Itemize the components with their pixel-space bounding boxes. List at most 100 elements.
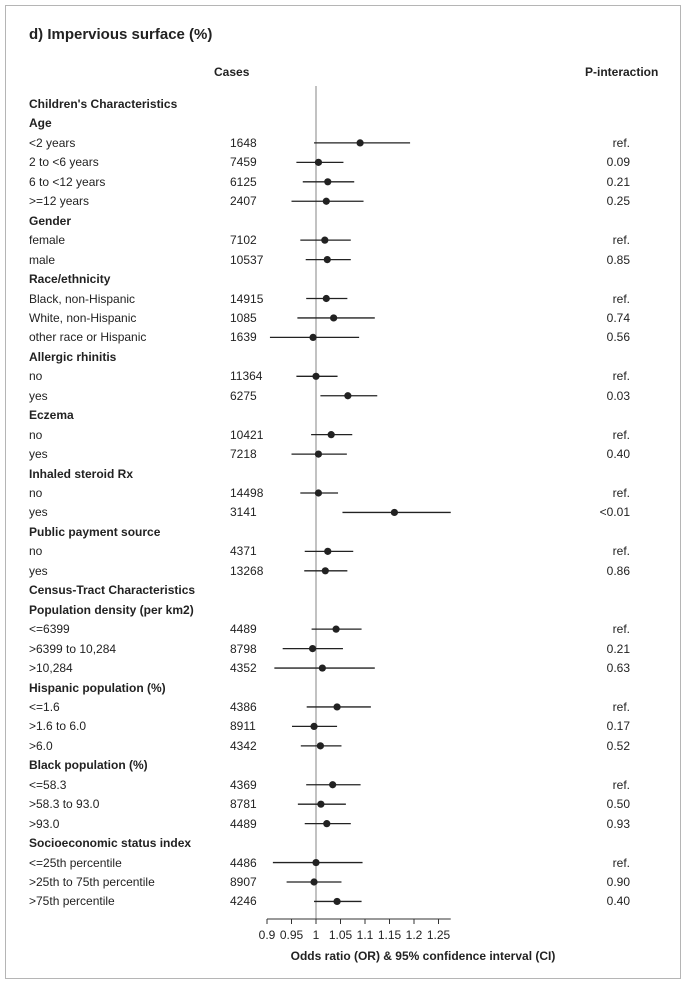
p-interaction-value: ref.	[612, 777, 630, 792]
or-point	[314, 158, 323, 166]
or-point	[312, 372, 320, 380]
or-point	[321, 236, 329, 244]
row-label: yes	[29, 563, 48, 578]
group-header: Population density (per km2)	[29, 602, 194, 617]
row-label: <2 years	[29, 135, 76, 150]
group-header: Age	[29, 116, 52, 131]
cases-value: 2407	[230, 194, 257, 209]
figure-frame	[5, 5, 681, 979]
or-point	[356, 139, 364, 147]
row-label: 6 to <12 years	[29, 174, 106, 189]
p-interaction-value: ref.	[612, 233, 630, 248]
row-label: <=1.6	[29, 699, 60, 714]
or-point	[323, 256, 331, 264]
row-label: >25th to 75th percentile	[29, 875, 155, 889]
p-interaction-value: 0.90	[606, 875, 630, 889]
or-point	[321, 567, 329, 575]
p-interaction-value: 0.56	[606, 330, 630, 345]
cases-value: 10421	[230, 427, 264, 442]
or-point	[322, 294, 330, 303]
row-label: White, non-Hispanic	[29, 310, 137, 325]
or-point	[324, 547, 332, 555]
or-point	[330, 314, 338, 322]
row-label: no	[29, 544, 43, 559]
row-label: yes	[29, 388, 48, 403]
group-header: Gender	[29, 213, 72, 228]
x-tick-label: 1.1	[357, 928, 374, 942]
group-header: Children's Characteristics	[29, 97, 178, 111]
chart-title: d) Impervious surface (%)	[29, 26, 213, 43]
cases-value: 1648	[230, 135, 257, 150]
row-label: >75th percentile	[29, 894, 115, 909]
cases-value: 7102	[230, 233, 257, 248]
p-interaction-value: ref.	[612, 135, 630, 150]
p-interaction-value: 0.40	[606, 894, 630, 909]
or-point	[316, 742, 325, 750]
x-tick-label: 1.2	[406, 928, 423, 942]
p-interaction-value: ref.	[612, 855, 630, 870]
cases-value: 10537	[230, 252, 264, 267]
or-point	[314, 450, 323, 458]
p-interaction-value: ref.	[612, 544, 630, 559]
p-interaction-value: 0.40	[606, 447, 630, 462]
row-label: 2 to <6 years	[29, 155, 99, 170]
x-axis-label: Odds ratio (OR) & 95% confidence interva…	[290, 949, 556, 963]
row-label: yes	[29, 447, 48, 462]
or-point	[333, 897, 341, 906]
row-label: no	[29, 427, 43, 442]
cases-value: 4489	[230, 622, 257, 637]
row-label: >=12 years	[29, 194, 90, 209]
row-label: >58.3 to 93.0	[29, 797, 100, 812]
p-interaction-value: ref.	[612, 486, 630, 500]
row-label: >1.6 to 6.0	[29, 719, 87, 734]
cases-value: 14498	[230, 486, 264, 500]
x-tick-label: 0.95	[280, 928, 304, 942]
or-point	[344, 392, 352, 400]
or-point	[322, 197, 330, 205]
row-label: no	[29, 369, 43, 384]
p-interaction-value: 0.74	[606, 310, 630, 325]
cases-value: 11364	[230, 369, 263, 384]
cases-value: 4486	[230, 855, 257, 870]
or-point	[310, 878, 318, 886]
or-point	[308, 645, 317, 653]
group-header: Race/ethnicity	[29, 272, 111, 287]
cases-value: 8911	[230, 719, 256, 734]
cases-value: 4371	[230, 544, 257, 559]
row-label: >6.0	[29, 738, 53, 753]
or-point	[323, 820, 331, 828]
or-point	[309, 333, 317, 341]
group-header: Public payment source	[29, 524, 161, 539]
row-label: <=58.3	[29, 777, 67, 792]
p-interaction-value: 0.25	[606, 194, 630, 209]
or-point	[324, 178, 332, 186]
cases-value: 6275	[230, 388, 257, 403]
p-interaction-column-header: P-interaction	[585, 65, 659, 79]
row-label: male	[29, 252, 56, 267]
cases-column-header: Cases	[214, 65, 250, 79]
row-label: no	[29, 486, 43, 500]
cases-value: 4386	[230, 699, 257, 714]
group-header: Allergic rhinitis	[29, 349, 117, 364]
p-interaction-value: 0.86	[606, 563, 630, 578]
cases-value: 6125	[230, 174, 257, 189]
group-header: Black population (%)	[29, 758, 148, 773]
p-interaction-value: 0.85	[606, 252, 630, 267]
cases-value: 8907	[230, 875, 257, 889]
row-label: <=25th percentile	[29, 855, 122, 870]
p-interaction-value: 0.50	[606, 797, 630, 812]
cases-value: 14915	[230, 291, 264, 306]
cases-value: 4246	[230, 894, 257, 909]
group-header: Socioeconomic status index	[29, 836, 192, 851]
cases-value: 8798	[230, 641, 257, 656]
p-interaction-value: ref.	[612, 427, 630, 442]
or-point	[317, 800, 325, 808]
p-interaction-value: <0.01	[599, 505, 630, 520]
p-interaction-value: 0.03	[606, 388, 630, 403]
row-label: yes	[29, 505, 48, 520]
p-interaction-value: 0.93	[606, 816, 630, 831]
row-label: >93.0	[29, 816, 60, 831]
cases-value: 4369	[230, 777, 257, 792]
p-interaction-value: ref.	[612, 291, 630, 306]
